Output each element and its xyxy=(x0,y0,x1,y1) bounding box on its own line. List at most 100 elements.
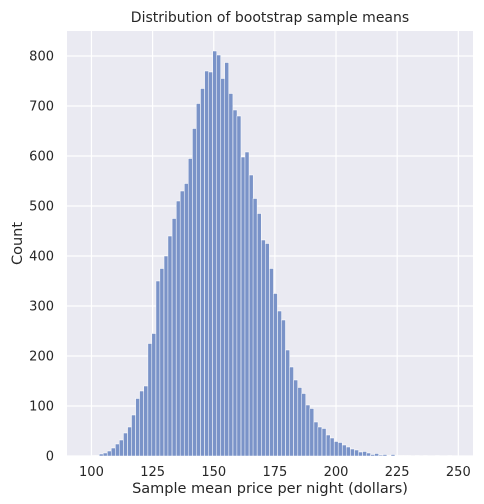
histogram-bar xyxy=(94,455,100,457)
histogram-bar xyxy=(187,158,193,457)
histogram-bar xyxy=(362,451,367,457)
histogram-bar xyxy=(220,78,226,457)
histogram-bar xyxy=(402,455,408,457)
histogram-bar xyxy=(325,434,331,457)
histogram-bar xyxy=(374,453,379,457)
histogram-bar xyxy=(309,408,315,457)
histogram-bar xyxy=(321,428,327,457)
histogram-bar xyxy=(350,448,355,457)
histogram-bar xyxy=(107,450,112,457)
x-tick-label: 100 xyxy=(79,465,104,480)
histogram-bar xyxy=(147,343,153,457)
histogram-bar xyxy=(159,268,165,457)
histogram-bars xyxy=(90,50,453,457)
histogram-bar xyxy=(256,213,262,457)
histogram-bar xyxy=(398,455,404,457)
histogram-bar xyxy=(127,426,132,457)
y-tick-label: 600 xyxy=(29,150,54,165)
histogram-bar xyxy=(265,243,270,457)
histogram-bar xyxy=(252,198,258,457)
histogram-bar xyxy=(212,50,218,457)
histogram-bar xyxy=(196,103,201,457)
histogram-bar xyxy=(208,71,213,457)
histogram-bar xyxy=(390,454,396,457)
histogram-bar xyxy=(155,280,161,457)
y-tick-label: 400 xyxy=(29,250,54,265)
x-tick-label: 150 xyxy=(201,465,226,480)
histogram-bar xyxy=(285,349,290,457)
histogram-bar xyxy=(236,115,242,457)
histogram-bar xyxy=(123,432,128,457)
histogram-bar xyxy=(248,174,254,457)
histogram-bar xyxy=(394,455,400,457)
histogram-bar xyxy=(382,454,388,457)
histogram-bar xyxy=(176,200,181,457)
histogram-bar xyxy=(297,387,303,457)
histogram-bar xyxy=(370,454,375,457)
histogram-bar xyxy=(378,454,384,457)
histogram-bar xyxy=(337,442,343,457)
histogram-bar xyxy=(414,455,420,457)
histogram-bar xyxy=(329,437,335,457)
histogram-bar xyxy=(228,93,234,457)
histogram-bar xyxy=(90,455,96,457)
histogram-bar xyxy=(435,455,440,457)
histogram-bar xyxy=(293,379,298,457)
x-axis-ticks: 100 125 150 175 200 225 250 xyxy=(79,465,471,480)
histogram-bar xyxy=(151,333,157,457)
histogram-bar xyxy=(313,421,319,457)
histogram-bar xyxy=(216,54,221,457)
y-tick-label: 500 xyxy=(29,200,54,215)
histogram-bar xyxy=(345,446,351,457)
y-tick-label: 800 xyxy=(29,50,54,65)
histogram-bar xyxy=(354,449,359,457)
histogram-bar xyxy=(192,128,197,457)
histogram-bar xyxy=(342,444,347,457)
histogram-bar xyxy=(358,451,363,457)
histogram-bar xyxy=(179,190,185,457)
histogram-bar xyxy=(447,455,453,457)
x-axis-label: Sample mean price per night (dollars) xyxy=(132,481,408,497)
y-axis-label: Count xyxy=(10,222,26,265)
histogram-bar xyxy=(305,404,311,457)
y-tick-label: 200 xyxy=(29,350,54,365)
y-tick-label: 700 xyxy=(29,100,54,115)
histogram-bar xyxy=(171,218,177,457)
y-tick-label: 0 xyxy=(46,450,54,465)
x-tick-label: 225 xyxy=(385,465,410,480)
histogram-bar xyxy=(277,310,282,457)
histogram-bar xyxy=(240,156,246,457)
histogram-bar xyxy=(98,453,104,457)
histogram-bar xyxy=(386,455,392,457)
histogram-bar xyxy=(406,455,412,457)
histogram-bar xyxy=(167,235,173,457)
histogram-bar xyxy=(110,447,116,457)
y-tick-label: 100 xyxy=(29,400,54,415)
histogram-bar xyxy=(289,366,294,457)
y-tick-label: 300 xyxy=(29,300,54,315)
histogram-bar xyxy=(131,414,136,457)
y-axis-ticks: 0 100 200 300 400 500 600 700 800 xyxy=(29,50,54,465)
histogram-bar xyxy=(143,385,149,457)
x-tick-label: 175 xyxy=(262,465,287,480)
histogram-bar xyxy=(334,441,339,457)
histogram-bar xyxy=(224,62,229,457)
histogram-bar xyxy=(200,88,205,457)
histogram-bar xyxy=(244,151,250,457)
x-tick-label: 125 xyxy=(140,465,165,480)
histogram-bar xyxy=(232,109,238,457)
histogram-bar xyxy=(135,398,140,457)
histogram-bar xyxy=(281,319,286,457)
histogram-bar xyxy=(269,268,274,457)
histogram-bar xyxy=(261,239,266,457)
chart-title: Distribution of bootstrap sample means xyxy=(131,10,409,26)
histogram-bar xyxy=(301,393,307,457)
x-tick-label: 250 xyxy=(446,465,471,480)
histogram-bar xyxy=(163,255,169,457)
histogram-bar xyxy=(115,443,120,457)
x-tick-label: 200 xyxy=(324,465,349,480)
histogram-bar xyxy=(423,455,428,457)
histogram-bar xyxy=(366,452,371,457)
histogram-bar xyxy=(102,452,108,457)
